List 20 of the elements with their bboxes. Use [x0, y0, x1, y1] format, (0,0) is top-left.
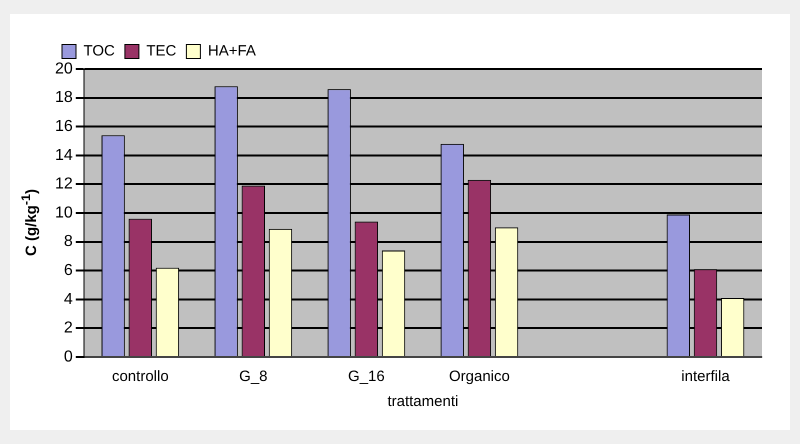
y-tick-label: 4: [64, 290, 73, 308]
x-tick-label: controllo: [112, 368, 169, 386]
x-tick-label: G_8: [239, 368, 268, 386]
y-tick-label: 8: [64, 233, 73, 250]
x-tick-label: G_16: [348, 368, 385, 386]
y-tick-label: 14: [55, 146, 73, 164]
x-tick-label: Organico: [448, 368, 510, 386]
legend-label: HA+FA: [208, 42, 256, 60]
y-tick-label: 16: [55, 118, 73, 136]
legend-label: TOC: [84, 42, 116, 60]
y-tick-label: 0: [64, 348, 73, 366]
y-tick-label: 20: [55, 60, 73, 78]
x-tick-label: interfila: [681, 368, 730, 386]
y-tick-label: 2: [64, 320, 73, 337]
y-tick-label: 18: [55, 89, 73, 106]
y-tick-label: 12: [55, 176, 73, 193]
y-tick-label: 6: [64, 262, 73, 280]
y-tick-label: 10: [55, 204, 73, 222]
x-axis-title: trattamenti: [387, 393, 458, 410]
legend-label: TEC: [146, 42, 177, 60]
